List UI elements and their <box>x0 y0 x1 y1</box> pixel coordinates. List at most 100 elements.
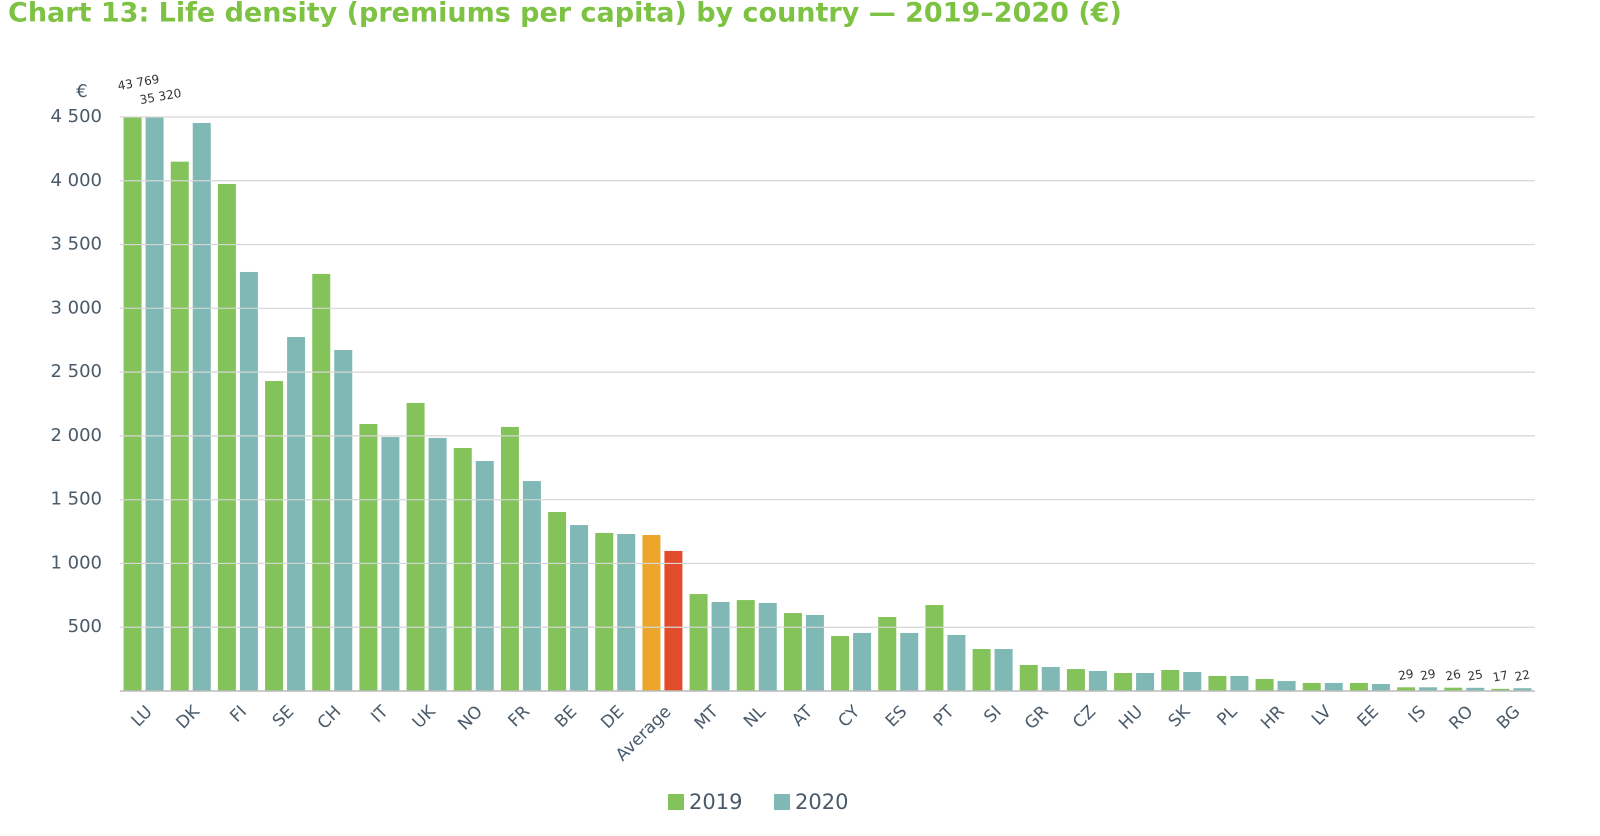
x-tick-label: CY <box>834 702 864 732</box>
bar <box>1324 682 1343 691</box>
x-tick-label: BE <box>551 702 581 732</box>
bar <box>570 525 589 691</box>
bar <box>1491 688 1510 691</box>
bar <box>1088 670 1107 691</box>
bar <box>312 273 331 691</box>
x-tick-label: LV <box>1308 702 1336 730</box>
x-tick-label: IS <box>1405 702 1430 727</box>
bar <box>1066 669 1085 691</box>
bar <box>239 271 258 691</box>
x-tick-label: ES <box>882 702 911 731</box>
bar <box>758 602 777 691</box>
bar <box>1419 687 1438 691</box>
x-tick-label: FI <box>226 702 251 727</box>
bar <box>359 424 378 691</box>
bar <box>783 613 802 691</box>
bar <box>595 532 614 691</box>
legend-swatch <box>668 794 684 810</box>
bar <box>972 649 991 691</box>
bar <box>947 635 966 691</box>
bar <box>853 632 872 691</box>
bar <box>1183 671 1202 691</box>
bar <box>994 649 1013 691</box>
y-tick-label: 2 500 <box>50 361 102 382</box>
bar <box>170 161 189 692</box>
x-tick-label: CZ <box>1069 702 1100 733</box>
bar <box>1041 667 1060 691</box>
bar <box>1255 679 1274 691</box>
value-label: 26 <box>1444 667 1461 683</box>
value-label: 29 <box>1419 667 1436 683</box>
value-label: 29 <box>1397 667 1414 683</box>
y-tick-label: 500 <box>68 616 102 637</box>
x-tick-label: UK <box>409 701 440 732</box>
bar <box>617 533 636 691</box>
y-tick-label: 2 000 <box>50 425 102 446</box>
bar <box>475 461 494 691</box>
bar <box>689 594 708 691</box>
value-label: 25 <box>1466 667 1483 683</box>
bar <box>453 448 472 691</box>
bars <box>123 117 1532 692</box>
bar <box>287 337 306 691</box>
legend-swatch <box>774 794 790 810</box>
x-tick-label: SK <box>1165 701 1195 731</box>
x-tick-label: GR <box>1021 702 1053 734</box>
bar <box>1114 673 1133 691</box>
value-label: 35 320 <box>139 86 183 107</box>
x-tick-label: HU <box>1115 702 1147 734</box>
bar <box>145 117 164 691</box>
bar <box>123 117 142 691</box>
bar <box>900 632 919 691</box>
bar <box>831 636 850 691</box>
bar <box>1019 664 1038 691</box>
bar <box>1277 681 1296 691</box>
bar <box>192 122 211 691</box>
bar <box>736 600 755 691</box>
bar <box>1397 687 1416 691</box>
x-tick-label: CH <box>314 702 346 734</box>
bar <box>1371 683 1390 691</box>
value-label: 22 <box>1514 667 1531 683</box>
x-tick-label: FR <box>505 702 535 732</box>
bar <box>334 350 353 691</box>
x-tick-label: PT <box>930 701 959 730</box>
x-tick-label: MT <box>691 702 723 734</box>
y-tick-label: 1 000 <box>50 552 102 573</box>
bar <box>1161 669 1180 691</box>
legend-label: 2019 <box>689 790 742 814</box>
x-tick-label: LU <box>128 702 157 731</box>
x-tick-label: DK <box>173 701 205 733</box>
chart-title: Chart 13: Life density (premiums per cap… <box>8 0 1122 29</box>
bar <box>1302 682 1321 691</box>
value-label: 17 <box>1492 668 1509 684</box>
x-tick-label: IT <box>367 701 392 726</box>
bar <box>1208 675 1227 691</box>
bar <box>500 426 519 691</box>
bar <box>265 381 284 691</box>
bar <box>1444 687 1463 691</box>
y-tick-label: 4 000 <box>50 170 102 191</box>
x-tick-label: RO <box>1445 702 1477 734</box>
x-tick-label: EE <box>1354 702 1383 731</box>
bar <box>428 437 447 691</box>
bar <box>548 512 567 691</box>
bar <box>1349 682 1368 691</box>
bar <box>805 614 824 691</box>
x-tick-label: NL <box>740 702 770 732</box>
x-tick-label: DE <box>597 702 628 733</box>
y-tick-label: 1 500 <box>50 489 102 510</box>
bar <box>642 534 661 691</box>
x-tick-label: HR <box>1257 702 1289 734</box>
x-tick-label: NO <box>454 702 487 735</box>
x-tick-label: PL <box>1213 702 1241 730</box>
x-tick-label: BG <box>1493 702 1524 733</box>
bar <box>1466 687 1485 691</box>
y-unit: € <box>76 81 87 102</box>
bar <box>664 550 683 691</box>
bar <box>878 617 897 691</box>
bar <box>406 402 425 691</box>
bar <box>522 481 541 691</box>
bar <box>1230 675 1249 691</box>
